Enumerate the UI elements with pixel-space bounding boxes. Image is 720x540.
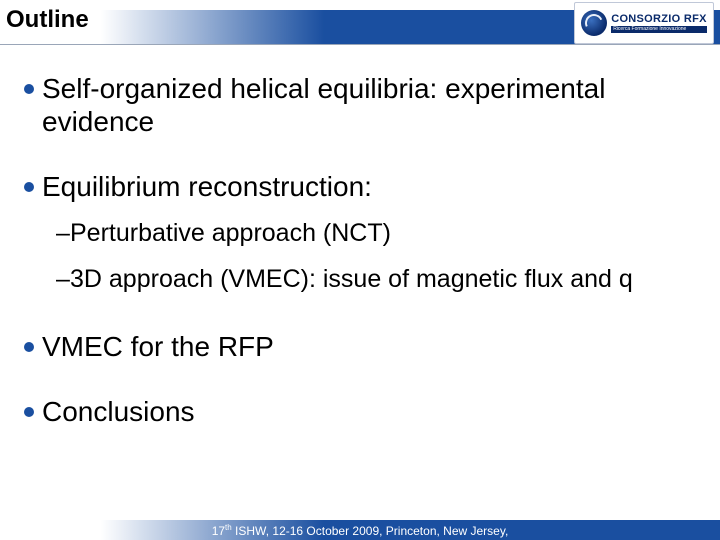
footer-prefix: 17	[212, 524, 225, 538]
dash-icon: –	[56, 219, 70, 249]
dash-icon: –	[56, 265, 70, 295]
bullet-text: Conclusions	[42, 395, 195, 428]
bullet-item-4: Conclusions	[24, 395, 696, 428]
sub-bullet-text: 3D approach (VMEC): issue of magnetic fl…	[70, 265, 633, 293]
bullet-item-2: Equilibrium reconstruction:	[24, 170, 696, 203]
bullet-item-3: VMEC for the RFP	[24, 330, 696, 363]
sub-bullet-item-2: –3D approach (VMEC): issue of magnetic f…	[56, 265, 696, 295]
footer: 17th ISHW, 12-16 October 2009, Princeton…	[0, 520, 720, 540]
logo-line2: Ricerca Formazione Innovazione	[611, 26, 707, 33]
bullet-text: Equilibrium reconstruction:	[42, 170, 372, 203]
logo: CONSORZIO RFX Ricerca Formazione Innovaz…	[574, 2, 714, 44]
content: Self-organized helical equilibria: exper…	[24, 62, 696, 436]
logo-text: CONSORZIO RFX Ricerca Formazione Innovaz…	[611, 14, 707, 33]
footer-sup: th	[225, 523, 232, 532]
bullet-dot-icon	[24, 342, 34, 352]
slide: Outline CONSORZIO RFX Ricerca Formazione…	[0, 0, 720, 540]
header-rule	[0, 44, 720, 45]
page-title: Outline	[6, 6, 89, 34]
bullet-dot-icon	[24, 407, 34, 417]
sub-bullet-text: Perturbative approach (NCT)	[70, 219, 391, 247]
sub-bullet-item-1: –Perturbative approach (NCT)	[56, 219, 696, 249]
bullet-item-1: Self-organized helical equilibria: exper…	[24, 72, 696, 138]
bullet-text: VMEC for the RFP	[42, 330, 274, 363]
footer-rest: ISHW, 12-16 October 2009, Princeton, New…	[232, 524, 509, 538]
bullet-dot-icon	[24, 84, 34, 94]
logo-line1: CONSORZIO RFX	[611, 14, 707, 25]
bullet-dot-icon	[24, 182, 34, 192]
footer-text: 17th ISHW, 12-16 October 2009, Princeton…	[212, 523, 509, 538]
header: Outline CONSORZIO RFX Ricerca Formazione…	[0, 0, 720, 54]
logo-swirl-icon	[581, 10, 607, 36]
bullet-text: Self-organized helical equilibria: exper…	[42, 72, 696, 138]
